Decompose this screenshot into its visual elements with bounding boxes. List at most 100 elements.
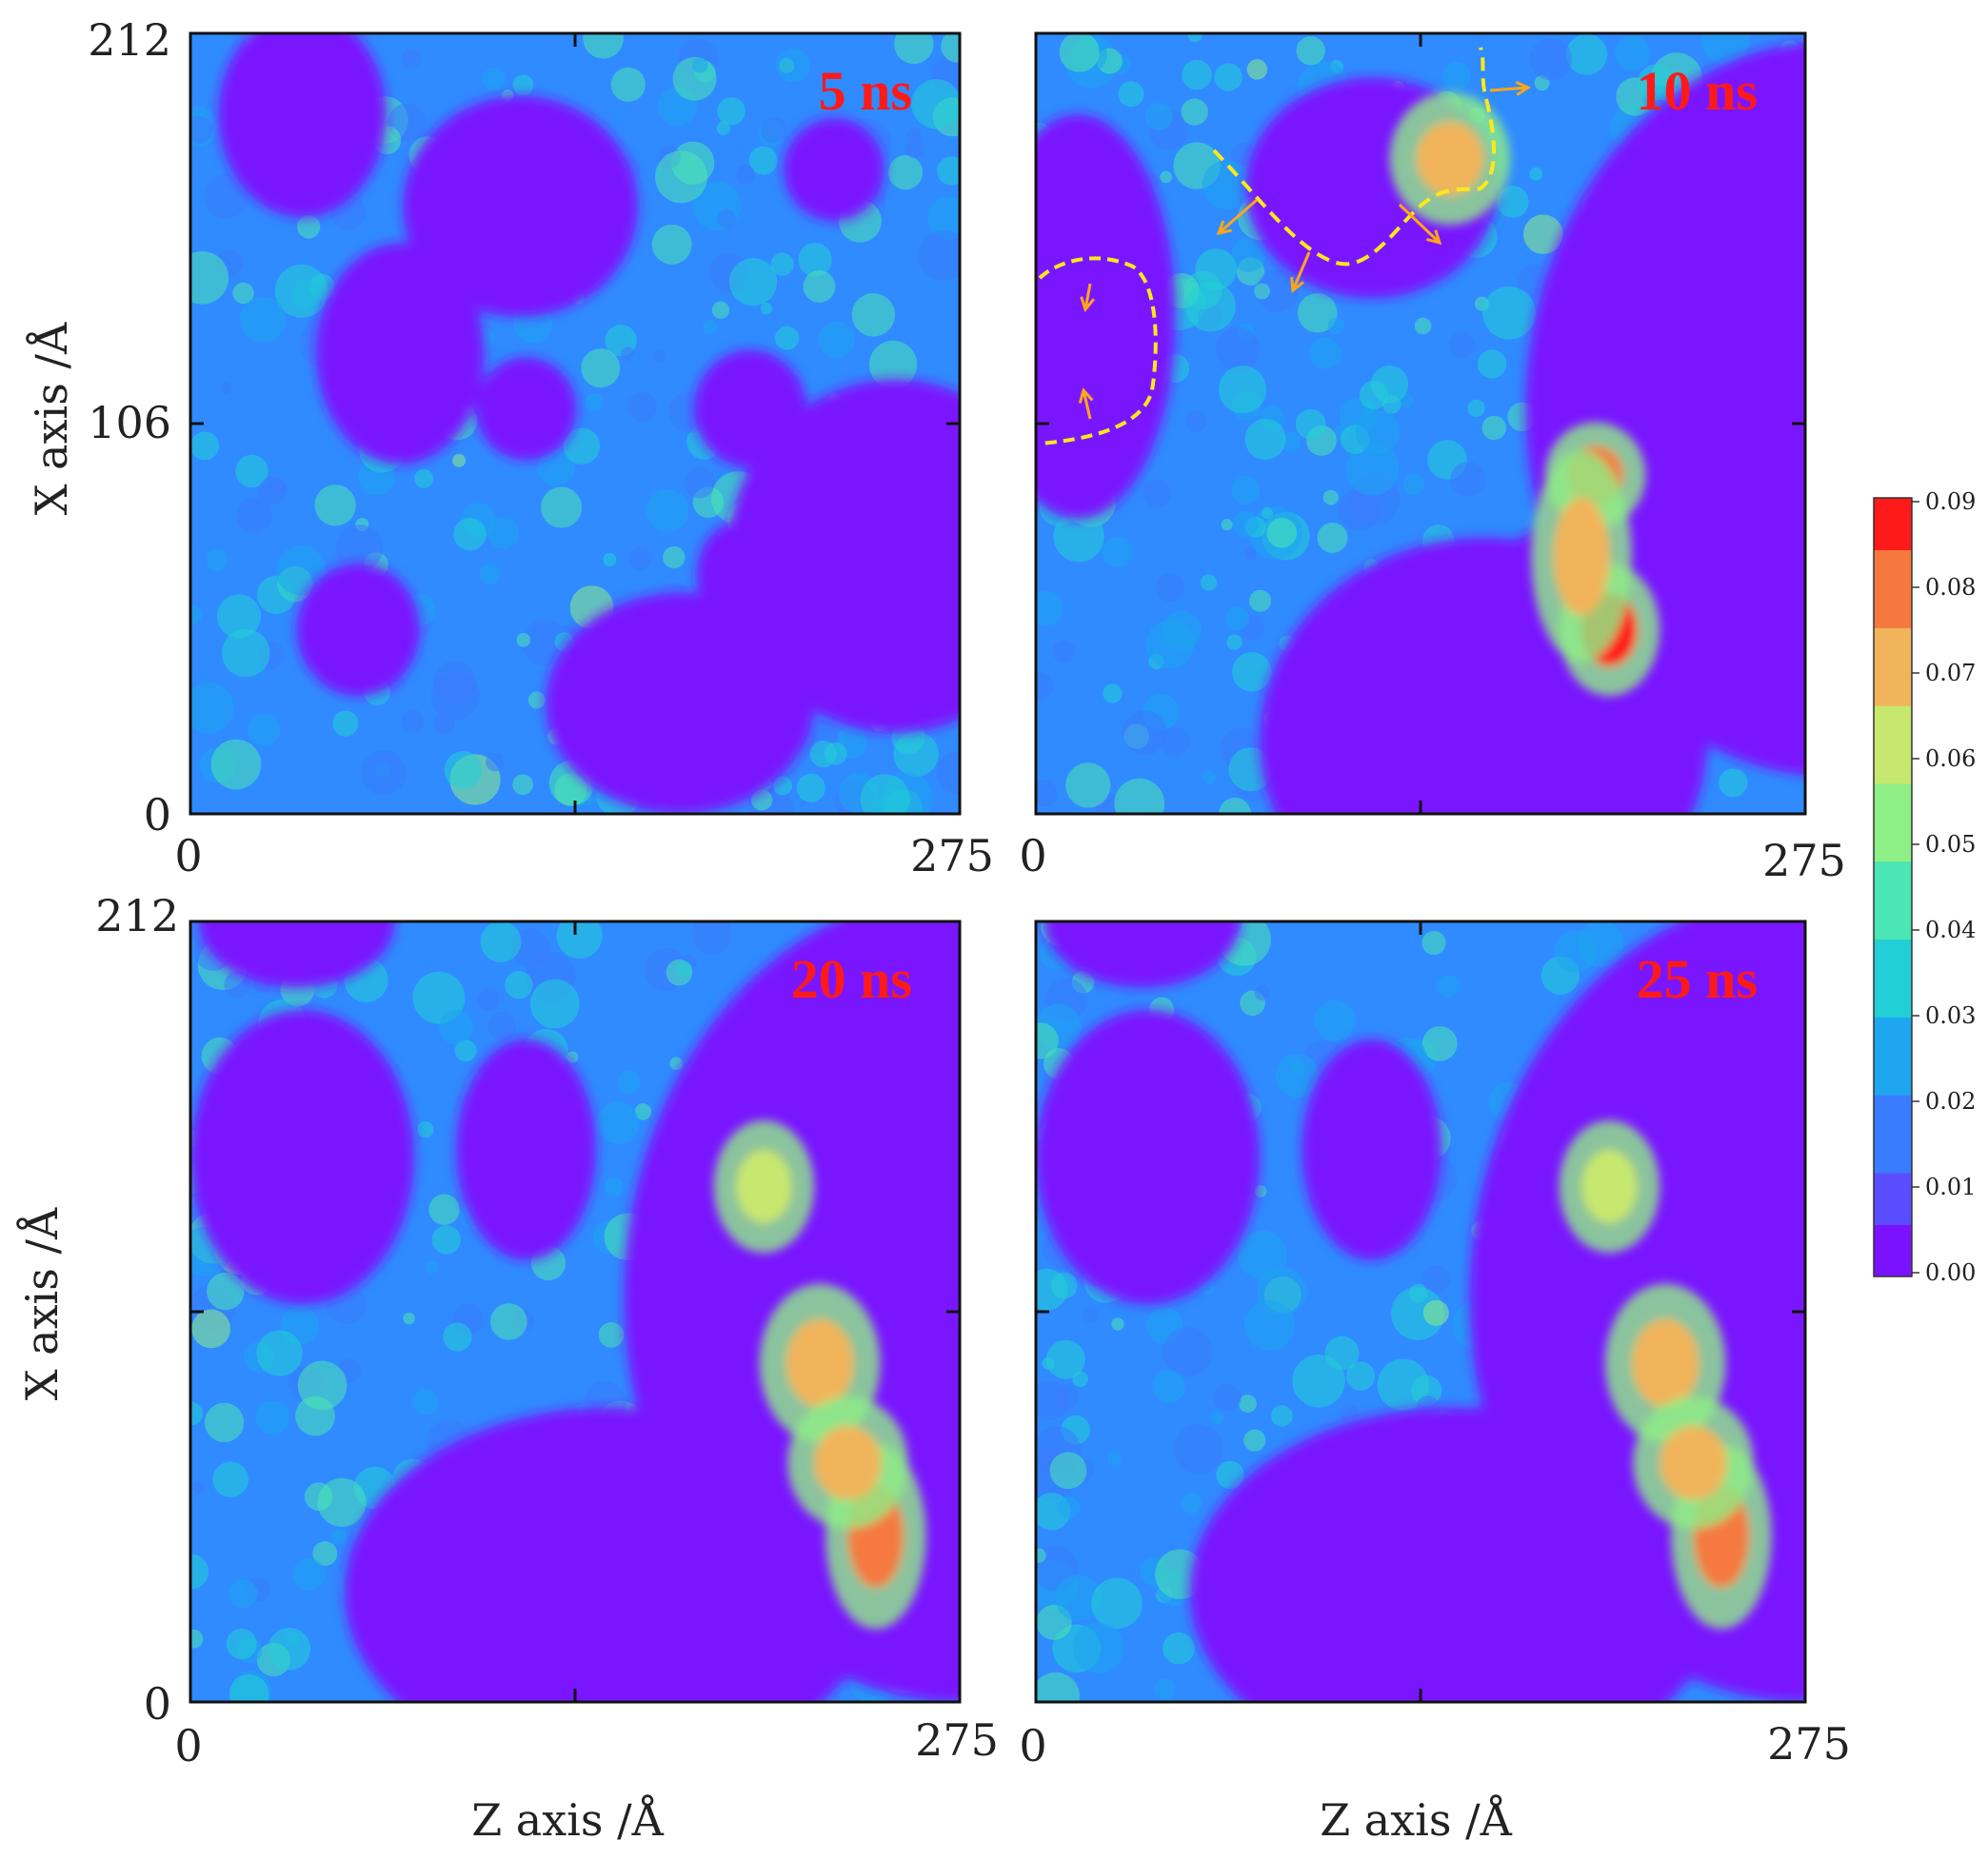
density-cell [444,750,483,789]
density-cell [482,68,506,91]
density-cell [1477,349,1507,379]
density-cell [1107,1452,1122,1466]
density-cell [1719,768,1748,798]
void-region [403,95,639,317]
x-tick-275-top-right: 275 [1762,835,1846,886]
density-cell [803,269,836,303]
density-cell [1615,34,1651,71]
colorbar-segment [1874,757,1912,784]
density-cell [1232,652,1272,692]
density-cell [412,1389,439,1415]
density-cell [860,774,910,814]
hot-spot [1416,121,1484,196]
density-cell [212,1461,248,1498]
hot-spots [1559,1119,1772,1630]
colorbar-segment [1874,835,1912,862]
density-cell [651,224,692,265]
density-cell [676,960,692,977]
colorbar-segment [1874,575,1912,603]
void-region [218,33,387,218]
density-cell [490,1303,527,1340]
density-cell [824,742,847,765]
density-cell [1345,1361,1376,1391]
void-region [296,563,420,697]
density-cell [1036,780,1058,807]
density-cell [748,146,778,175]
colorbar-segment [1874,731,1912,759]
colorbar-segment [1874,1198,1912,1225]
density-cell [190,115,213,145]
density-cell [247,713,281,746]
density-cell [1215,326,1261,372]
colorbar-tick-label: 0.02 [1925,1088,1976,1115]
density-cell [1414,317,1432,335]
density-cell [1261,506,1273,520]
density-cell [292,1557,326,1592]
void-regions [218,33,960,814]
density-cell [191,1309,231,1349]
colorbar-segment [1874,1146,1912,1174]
x-tick-0-bottom-left: 0 [174,1720,202,1771]
void-region [1701,1042,1805,1146]
density-cell [220,382,232,394]
density-cell [798,243,832,277]
hot-spots [1389,91,1660,697]
panel-5-ns: 5 ns [189,31,962,816]
density-cell [210,739,262,790]
density-cell [1211,1412,1224,1425]
density-cell [1231,237,1267,273]
density-cell [401,709,425,733]
density-cell [1055,1574,1102,1622]
density-cell [770,252,794,276]
colorbar-segment [1874,524,1912,551]
density-cell [603,552,617,566]
density-cell [1314,999,1356,1041]
arrow-head-icon [1290,276,1304,293]
density-cell [1291,1061,1306,1077]
density-cell [529,979,580,1029]
y-tick-212-top: 212 [88,14,171,66]
colorbar-segment [1874,964,1912,992]
density-cell [297,1360,348,1411]
density-cell [204,173,248,219]
density-cell [1522,214,1563,255]
colorbar-tick-label: 0.04 [1925,917,1976,943]
density-cell [431,1225,461,1255]
colorbar-segment [1874,1224,1912,1252]
x-axis-title-left: Z axis /Å [471,1793,664,1846]
arrow-icon [1083,283,1092,310]
density-cell [1327,317,1345,335]
colorbar-segment [1874,1120,1912,1148]
density-cell [1529,167,1543,181]
density-cell [1184,410,1207,432]
density-cell [887,155,924,190]
hot-spot [735,1149,792,1224]
arrow-icon [1398,203,1441,245]
density-cell [1450,462,1486,497]
density-cell [684,466,716,499]
void-region [567,1462,792,1684]
hot-spot [1660,1425,1727,1500]
density-cell [717,97,746,126]
colorbar-tick-label: 0.03 [1925,1002,1976,1029]
density-cell [1239,1395,1257,1413]
density-cell [1187,33,1203,43]
density-cell [1231,142,1256,167]
density-cell [190,683,234,734]
density-cell [401,49,422,69]
density-cell [1072,1622,1124,1673]
density-cell [1053,511,1104,563]
void-region [1036,114,1176,520]
density-cell [750,789,773,811]
colorbar-segment [1874,782,1912,810]
colorbar-segment [1874,809,1912,836]
x-tick-0-top-right: 0 [1019,830,1046,881]
void-region [456,1039,597,1260]
density-cell [403,1312,415,1325]
density-cell [1254,1185,1267,1197]
density-cell [207,1272,245,1311]
density-cell [1254,283,1271,300]
density-cell [911,79,960,129]
density-cell [620,346,635,361]
density-cell [1295,408,1326,440]
